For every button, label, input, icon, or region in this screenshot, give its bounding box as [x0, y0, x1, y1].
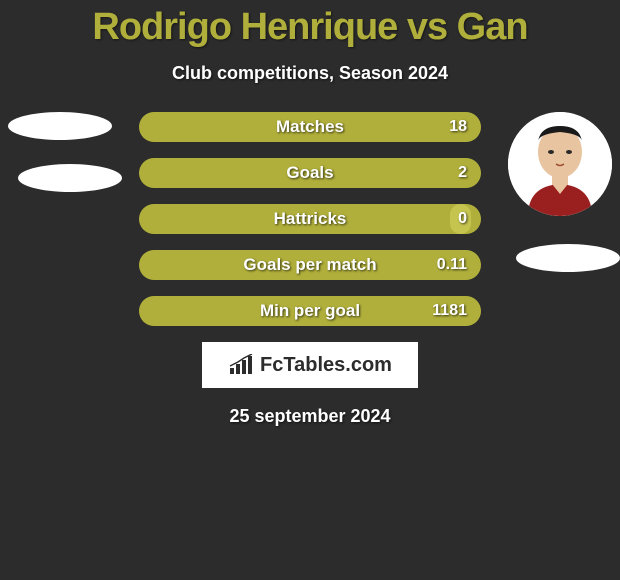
right-player-placeholder [516, 244, 620, 272]
brand-text: FcTables.com [228, 354, 392, 377]
left-player-placeholder-1 [8, 112, 112, 140]
stat-row: Hattricks 0 [139, 204, 481, 234]
bar-value: 18 [449, 118, 467, 136]
content-area: Matches 18 Goals 2 Hattricks 0 Goals per match… [0, 112, 620, 326]
bar-label: Hattricks [274, 209, 347, 229]
bar-value: 0 [458, 210, 467, 228]
chart-icon [228, 354, 256, 376]
bar-label: Goals [286, 163, 333, 183]
bar-value: 0.11 [437, 256, 467, 274]
bar-label: Min per goal [260, 301, 360, 321]
bar-value: 1181 [432, 302, 467, 320]
brand-label: FcTables.com [260, 354, 392, 377]
subtitle: Club competitions, Season 2024 [0, 63, 620, 84]
bar-value: 2 [458, 164, 467, 182]
bar-label: Matches [276, 117, 344, 137]
stat-row: Goals per match 0.11 [139, 250, 481, 280]
stat-bars: Matches 18 Goals 2 Hattricks 0 Goals per match… [139, 112, 481, 326]
stat-row: Goals 2 [139, 158, 481, 188]
left-player-placeholder-2 [18, 164, 122, 192]
stat-row: Matches 18 [139, 112, 481, 142]
bar-label: Goals per match [243, 255, 376, 275]
page-title: Rodrigo Henrique vs Gan [0, 0, 620, 49]
player-avatar-icon [508, 112, 612, 216]
brand-badge: FcTables.com [202, 342, 418, 388]
stat-row: Min per goal 1181 [139, 296, 481, 326]
date-label: 25 september 2024 [0, 406, 620, 427]
right-player-photo [508, 112, 612, 216]
